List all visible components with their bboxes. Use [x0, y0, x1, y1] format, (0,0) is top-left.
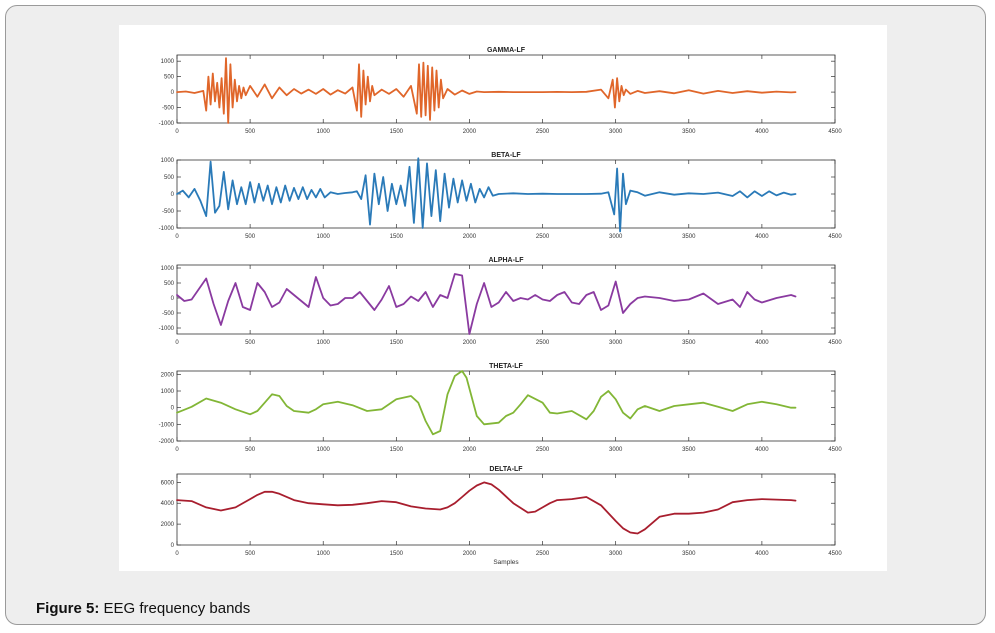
gamma-lf-xtick-label: 4500	[828, 129, 842, 135]
beta-lf-xtick-label: 1000	[317, 234, 331, 240]
alpha-lf-ytick-label: 0	[171, 296, 175, 302]
alpha-lf-xtick-label: 1000	[317, 340, 331, 346]
gamma-lf-xtick-label: 2000	[463, 129, 477, 135]
theta-lf-ytick-label: 0	[171, 406, 175, 412]
delta-lf-title: DELTA-LF	[489, 466, 523, 473]
alpha-lf-xtick-label: 2000	[463, 340, 477, 346]
alpha-lf-xtick-label: 2500	[536, 340, 550, 346]
figure-frame: GAMMA-LF 0 500 1000 1500 2000 2500 3000 3500 4000…	[5, 5, 986, 625]
theta-lf-xtick-label: 3000	[609, 447, 623, 453]
gamma-lf-series-line	[176, 57, 797, 124]
theta-lf-xtick-label: 1000	[317, 447, 331, 453]
theta-lf-xtick-label: 4000	[755, 447, 769, 453]
alpha-lf-ytick-label: 1000	[161, 266, 175, 272]
gamma-lf-axes-box	[176, 54, 836, 124]
theta-lf-axes-box	[176, 370, 836, 442]
gamma-lf-ytick-label: 500	[164, 75, 175, 81]
theta-lf-ytick-label: 1000	[161, 389, 175, 395]
beta-lf-xtick-label: 4000	[755, 234, 769, 240]
theta-lf-ytick-label: -2000	[159, 439, 175, 445]
alpha-lf-xtick-label: 3000	[609, 340, 623, 346]
theta-lf-xtick-label: 1500	[390, 447, 404, 453]
gamma-lf-ytick-label: 0	[171, 90, 175, 96]
gamma-lf-xtick-label: 0	[175, 129, 179, 135]
theta-lf-xtick-label: 4500	[828, 447, 842, 453]
alpha-lf-axes-box	[176, 264, 836, 335]
figure-panel: GAMMA-LF 0 500 1000 1500 2000 2500 3000 3500 4000…	[119, 25, 887, 571]
beta-lf-title: BETA-LF	[491, 152, 521, 159]
theta-lf-xtick-label: 3500	[682, 447, 696, 453]
delta-lf-xtick-label: 500	[245, 551, 256, 557]
gamma-lf-title: GAMMA-LF	[487, 47, 526, 54]
alpha-lf-title: ALPHA-LF	[489, 257, 525, 264]
gamma-lf-xtick-label: 3000	[609, 129, 623, 135]
delta-lf-xtick-label: 4000	[755, 551, 769, 557]
caption-label: Figure 5:	[36, 600, 100, 617]
caption-text: EEG frequency bands	[103, 600, 251, 617]
theta-lf-xtick-label: 0	[175, 447, 179, 453]
theta-lf-ytick-label: 2000	[161, 372, 175, 378]
beta-lf-xtick-label: 500	[245, 234, 256, 240]
beta-lf-ytick-label: -500	[162, 209, 175, 215]
eeg-charts: GAMMA-LF 0 500 1000 1500 2000 2500 3000 3500 4000…	[159, 47, 843, 566]
delta-lf-axes-box	[176, 473, 836, 546]
beta-lf-xtick-label: 1500	[390, 234, 404, 240]
delta-lf-xtick-label: 3500	[682, 551, 696, 557]
delta-lf-ytick-label: 0	[171, 543, 175, 549]
beta-lf-xtick-label: 2500	[536, 234, 550, 240]
gamma-lf-ytick-label: -1000	[159, 121, 175, 127]
theta-lf-xtick-label: 2000	[463, 447, 477, 453]
theta-lf-series-line	[176, 370, 797, 436]
delta-lf-series-line	[176, 481, 797, 535]
theta-lf-xtick-label: 2500	[536, 447, 550, 453]
gamma-lf-xtick-label: 500	[245, 129, 256, 135]
theta-lf-title: THETA-LF	[489, 363, 523, 370]
delta-lf-xtick-label: 0	[175, 551, 179, 557]
gamma-lf-xtick-label: 1000	[317, 129, 331, 135]
alpha-lf-xtick-label: 0	[175, 340, 179, 346]
alpha-lf-ytick-label: -1000	[159, 326, 175, 332]
delta-lf-ytick-label: 2000	[161, 522, 175, 528]
beta-lf-xtick-label: 3000	[609, 234, 623, 240]
delta-lf-xtick-label: 2500	[536, 551, 550, 557]
gamma-lf-ytick-label: 1000	[161, 59, 175, 65]
delta-lf-xtick-label: 2000	[463, 551, 477, 557]
delta-lf-xtick-label: 1500	[390, 551, 404, 557]
beta-lf-xtick-label: 3500	[682, 234, 696, 240]
beta-lf-series-line	[176, 157, 797, 233]
theta-lf-ytick-label: -1000	[159, 422, 175, 428]
delta-lf-xtick-label: 4500	[828, 551, 842, 557]
gamma-lf-xtick-label: 3500	[682, 129, 696, 135]
gamma-lf-xtick-label: 2500	[536, 129, 550, 135]
gamma-lf-xtick-label: 4000	[755, 129, 769, 135]
alpha-lf-xtick-label: 4000	[755, 340, 769, 346]
beta-lf-ytick-label: 0	[171, 192, 175, 198]
delta-lf-ytick-label: 4000	[161, 501, 175, 507]
delta-lf-xlabel: Samples	[493, 559, 519, 566]
alpha-lf-xtick-label: 500	[245, 340, 256, 346]
beta-lf-xtick-label: 4500	[828, 234, 842, 240]
beta-lf-xtick-label: 0	[175, 234, 179, 240]
beta-lf-ytick-label: 1000	[161, 158, 175, 164]
gamma-lf-ytick-label: -500	[162, 106, 175, 112]
alpha-lf-ytick-label: 500	[164, 281, 175, 287]
alpha-lf-xtick-label: 1500	[390, 340, 404, 346]
alpha-lf-ytick-label: -500	[162, 311, 175, 317]
theta-lf-xtick-label: 500	[245, 447, 256, 453]
figure-caption: Figure 5: EEG frequency bands	[36, 600, 250, 617]
gamma-lf-xtick-label: 1500	[390, 129, 404, 135]
alpha-lf-xtick-label: 3500	[682, 340, 696, 346]
delta-lf-xtick-label: 1000	[317, 551, 331, 557]
alpha-lf-series-line	[176, 273, 797, 335]
alpha-lf-xtick-label: 4500	[828, 340, 842, 346]
beta-lf-xtick-label: 2000	[463, 234, 477, 240]
delta-lf-xtick-label: 3000	[609, 551, 623, 557]
beta-lf-ytick-label: 500	[164, 175, 175, 181]
beta-lf-ytick-label: -1000	[159, 226, 175, 232]
delta-lf-ytick-label: 6000	[161, 480, 175, 486]
